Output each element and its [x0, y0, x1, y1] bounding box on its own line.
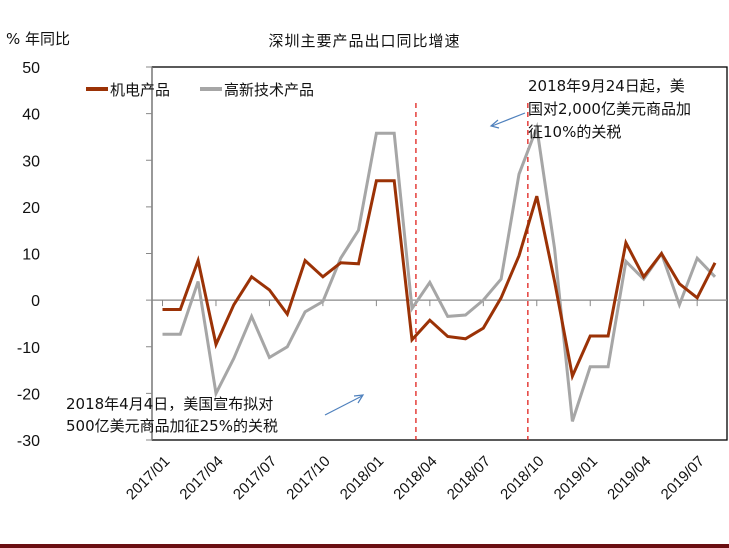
- x-tick-label: 2018/10: [497, 453, 547, 503]
- y-axis-unit-label: % 年同比: [6, 30, 71, 48]
- y-tick-label: -30: [17, 433, 40, 450]
- arrow-head-icon: [489, 119, 500, 129]
- legend-label: 机电产品: [110, 81, 170, 99]
- y-tick-label: 50: [22, 60, 40, 77]
- arrow-head-icon: [353, 394, 365, 404]
- x-tick-label: 2019/04: [604, 453, 654, 503]
- annotation-apr-2018-text: 2018年4月4日，美国宣布拟对: [66, 395, 273, 413]
- x-tick-label: 2017/07: [230, 453, 280, 503]
- annotation-sept-2018-text: 2018年9月24日起，美: [528, 77, 685, 95]
- annotation-arrow: [491, 112, 526, 127]
- series-line-electromechanical: [162, 179, 717, 382]
- x-tick-label: 2017/01: [123, 453, 173, 503]
- annotation-sept-2018-text: 国对2,000亿美元商品加: [528, 100, 691, 118]
- y-tick-label: 20: [22, 200, 40, 217]
- y-tick-label: 0: [31, 293, 40, 310]
- y-tick-label: 30: [22, 153, 40, 170]
- y-tick-label: -20: [17, 386, 40, 403]
- y-tick-label: 10: [22, 247, 40, 264]
- y-tick-label: -10: [17, 340, 40, 357]
- x-tick-label: 2018/04: [390, 453, 440, 503]
- x-tick-label: 2019/07: [658, 453, 708, 503]
- x-tick-label: 2018/07: [444, 453, 494, 503]
- x-tick-label: 2017/10: [283, 453, 333, 503]
- annotation-arrow: [324, 395, 363, 416]
- x-tick-label: 2017/04: [176, 453, 226, 503]
- bottom-rule: [0, 544, 729, 548]
- series-line-hightech: [162, 121, 717, 422]
- chart-title: 深圳主要产品出口同比增速: [268, 32, 461, 50]
- legend-label: 高新技术产品: [224, 81, 314, 99]
- annotation-apr-2018-text: 500亿美元商品加征25%的关税: [66, 417, 278, 435]
- plot-area: [151, 66, 728, 441]
- annotation-sept-2018-text: 征10%的关税: [528, 123, 621, 141]
- x-tick-label: 2018/01: [337, 453, 387, 503]
- y-tick-label: 40: [22, 107, 40, 124]
- x-tick-label: 2019/01: [551, 453, 601, 503]
